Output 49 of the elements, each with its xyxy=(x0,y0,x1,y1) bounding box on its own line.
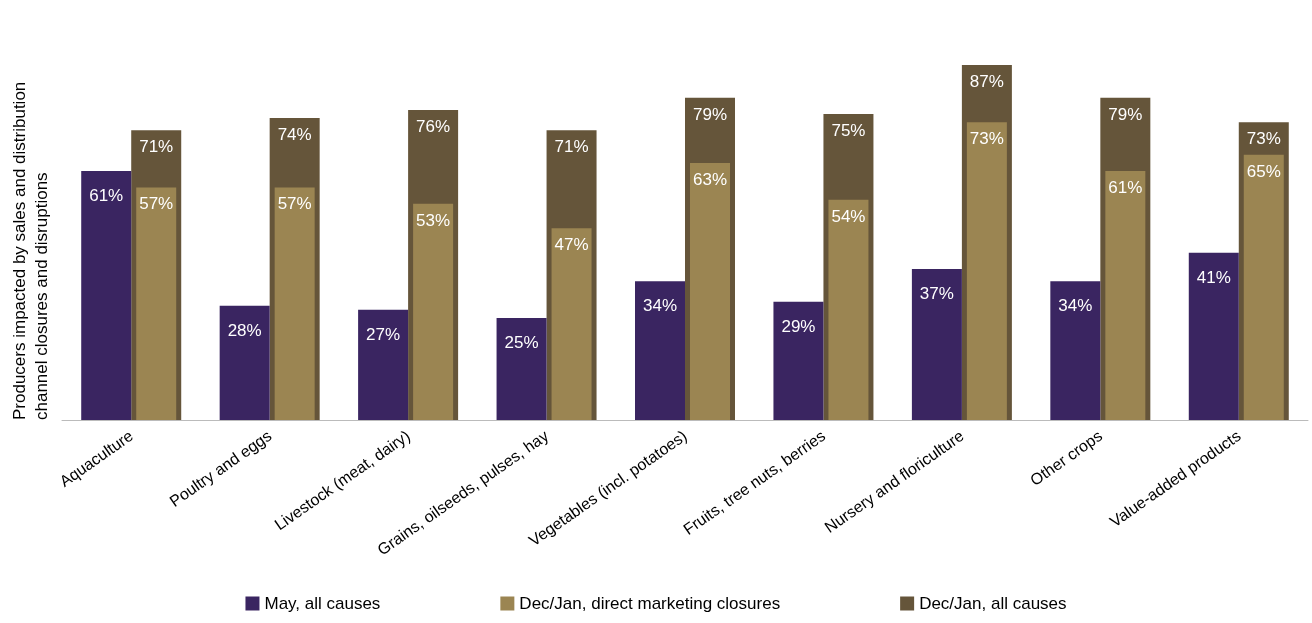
data-label: 61% xyxy=(89,186,124,206)
data-label: 28% xyxy=(227,320,262,340)
data-label: 71% xyxy=(139,137,174,157)
legend-label: May, all causes xyxy=(264,594,381,613)
bar xyxy=(635,281,685,420)
data-label: 61% xyxy=(1108,178,1143,198)
bar xyxy=(773,301,824,420)
bar xyxy=(1188,252,1239,420)
bar xyxy=(1050,281,1101,420)
data-label: 63% xyxy=(692,169,728,189)
data-label: 57% xyxy=(139,194,174,214)
data-label: 76% xyxy=(416,116,451,136)
legend-label: Dec/Jan, direct marketing closures xyxy=(519,594,781,613)
data-label: 57% xyxy=(277,194,312,214)
bar xyxy=(413,203,454,420)
bar xyxy=(966,122,1007,420)
data-label: 73% xyxy=(969,129,1004,149)
data-label: 47% xyxy=(554,235,589,255)
legend-label: Dec/Jan, all causes xyxy=(919,594,1067,613)
bar xyxy=(911,269,962,420)
bar xyxy=(496,318,547,420)
bar xyxy=(828,199,869,420)
data-label: 27% xyxy=(366,324,401,344)
data-label: 79% xyxy=(692,104,728,124)
y-axis-title: Producers impacted by sales and distribution channel closures and disruptions xyxy=(9,76,51,420)
data-label: 79% xyxy=(1108,104,1143,124)
data-label: 75% xyxy=(831,121,866,140)
data-label: 34% xyxy=(1058,296,1093,316)
bar xyxy=(219,305,270,420)
data-label: 29% xyxy=(781,316,816,336)
data-label: 71% xyxy=(554,137,589,157)
data-label: 25% xyxy=(504,333,539,352)
bar xyxy=(274,187,315,420)
data-label: 53% xyxy=(416,210,451,230)
data-label: 73% xyxy=(1246,129,1281,149)
bar xyxy=(690,162,730,420)
data-label: 34% xyxy=(642,296,678,316)
bar xyxy=(81,171,132,420)
data-label: 37% xyxy=(919,284,954,304)
bar xyxy=(1243,154,1284,420)
data-label: 65% xyxy=(1246,161,1281,181)
data-label: 87% xyxy=(969,72,1004,92)
bar xyxy=(358,309,409,420)
data-label: 41% xyxy=(1196,267,1231,287)
data-label: 54% xyxy=(831,206,866,226)
bar xyxy=(136,187,177,420)
bar xyxy=(551,228,592,420)
data-label: 74% xyxy=(277,125,312,145)
bar xyxy=(1105,171,1146,420)
